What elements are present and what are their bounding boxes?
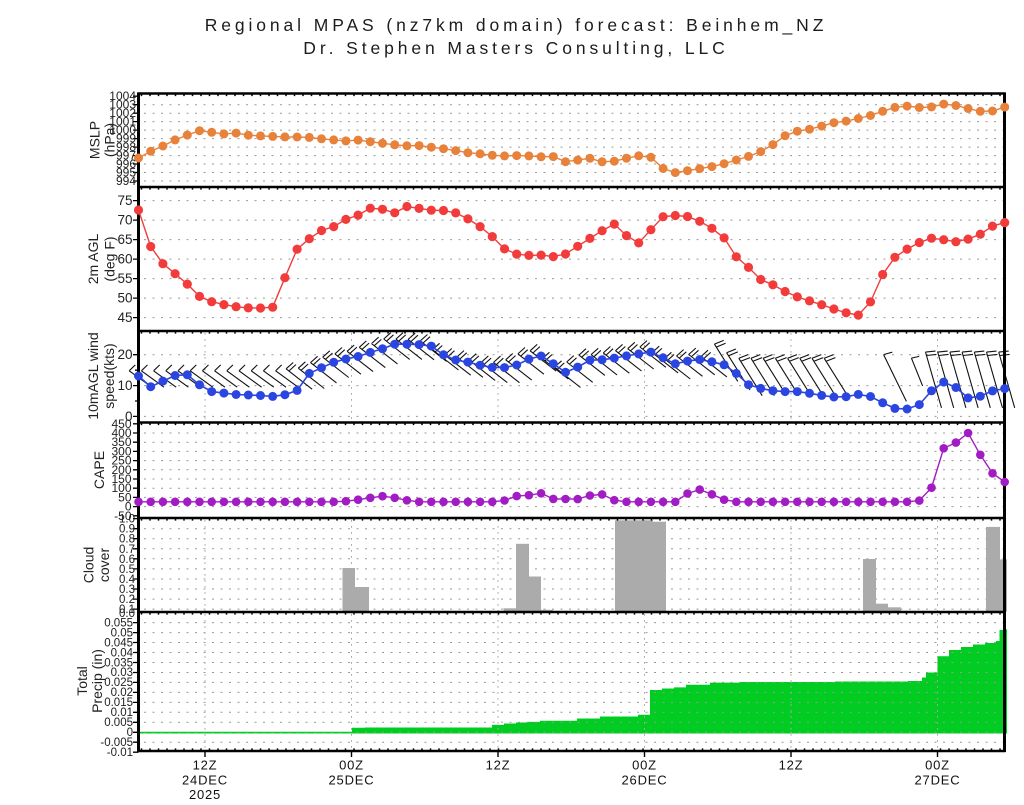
svg-text:60: 60 [117,252,132,267]
svg-text:20: 20 [117,347,132,362]
svg-text:1.0: 1.0 [119,514,135,526]
svg-text:1000: 1000 [109,123,136,137]
svg-text:995: 995 [116,166,136,180]
svg-text:0.01: 0.01 [111,707,133,719]
svg-text:50: 50 [118,490,132,504]
svg-text:45: 45 [117,310,132,325]
svg-text:0.0: 0.0 [119,608,135,620]
svg-text:12Z: 12Z [779,758,804,773]
svg-text:65: 65 [117,232,132,247]
svg-text:(deg F): (deg F) [102,236,118,281]
svg-text:450: 450 [111,417,131,431]
svg-text:0.04: 0.04 [111,647,134,659]
svg-text:(hPa): (hPa) [102,123,118,157]
svg-text:0.005: 0.005 [104,717,133,729]
svg-text:1002: 1002 [109,106,136,120]
svg-text:0: 0 [127,727,133,739]
svg-text:00Z: 00Z [632,758,657,773]
svg-text:55: 55 [117,271,132,286]
svg-text:50: 50 [117,291,132,306]
svg-text:00Z: 00Z [339,758,364,773]
svg-text:0.035: 0.035 [104,657,133,669]
svg-text:-0.01: -0.01 [107,747,133,759]
svg-text:speed(kts): speed(kts) [101,343,117,408]
svg-text:CAPE: CAPE [91,451,107,489]
svg-text:-0.005: -0.005 [100,737,133,749]
svg-text:24DEC: 24DEC [182,773,228,788]
svg-text:1004: 1004 [109,89,136,103]
svg-text:0.7: 0.7 [119,544,135,556]
svg-text:0.055: 0.055 [104,617,133,629]
svg-text:0.03: 0.03 [111,667,133,679]
svg-text:0.02: 0.02 [111,687,133,699]
svg-text:1001: 1001 [109,115,136,129]
svg-text:10mAGL wind: 10mAGL wind [85,332,101,419]
svg-text:400: 400 [111,426,131,440]
svg-text:250: 250 [111,454,131,468]
svg-text:12Z: 12Z [193,758,218,773]
svg-text:0.8: 0.8 [119,534,135,546]
svg-text:00Z: 00Z [925,758,950,773]
svg-text:0: 0 [125,500,132,514]
svg-text:70: 70 [117,213,132,228]
svg-text:26DEC: 26DEC [622,773,668,788]
svg-text:0.025: 0.025 [104,677,133,689]
svg-text:2025: 2025 [189,787,221,800]
svg-text:0.015: 0.015 [104,697,133,709]
svg-text:0.5: 0.5 [119,564,135,576]
svg-text:150: 150 [111,472,131,486]
svg-text:996: 996 [116,157,136,171]
svg-text:2m AGL: 2m AGL [85,234,101,285]
svg-text:Precip (in): Precip (in) [89,649,105,713]
svg-text:25DEC: 25DEC [329,773,375,788]
svg-text:1003: 1003 [109,98,136,112]
svg-text:0.9: 0.9 [119,524,135,536]
svg-text:Cloud: Cloud [81,547,97,584]
svg-text:997: 997 [116,149,136,163]
svg-text:0.045: 0.045 [104,637,133,649]
svg-text:Total: Total [74,666,90,696]
svg-text:Regional MPAS (nz7km domain) f: Regional MPAS (nz7km domain) forecast: B… [205,15,828,36]
svg-text:0.4: 0.4 [119,574,136,586]
svg-text:27DEC: 27DEC [915,773,961,788]
svg-text:75: 75 [117,193,132,208]
svg-text:0.3: 0.3 [119,584,135,596]
svg-text:0.1: 0.1 [119,604,135,616]
svg-text:999: 999 [116,132,136,146]
svg-text:998: 998 [116,140,136,154]
svg-text:MSLP: MSLP [87,121,103,159]
svg-text:-50: -50 [114,509,132,523]
svg-text:994: 994 [116,174,136,188]
svg-text:cover: cover [96,548,112,583]
svg-text:0.6: 0.6 [119,554,135,566]
svg-text:12Z: 12Z [486,758,511,773]
svg-text:300: 300 [111,444,131,458]
svg-text:200: 200 [111,463,131,477]
svg-text:100: 100 [111,481,131,495]
svg-text:Dr. Stephen Masters Consulting: Dr. Stephen Masters Consulting, LLC [303,38,728,58]
svg-text:350: 350 [111,435,131,449]
svg-text:0.2: 0.2 [119,594,135,606]
svg-text:10: 10 [117,378,132,393]
svg-text:0: 0 [125,409,133,424]
svg-text:0.05: 0.05 [111,627,133,639]
